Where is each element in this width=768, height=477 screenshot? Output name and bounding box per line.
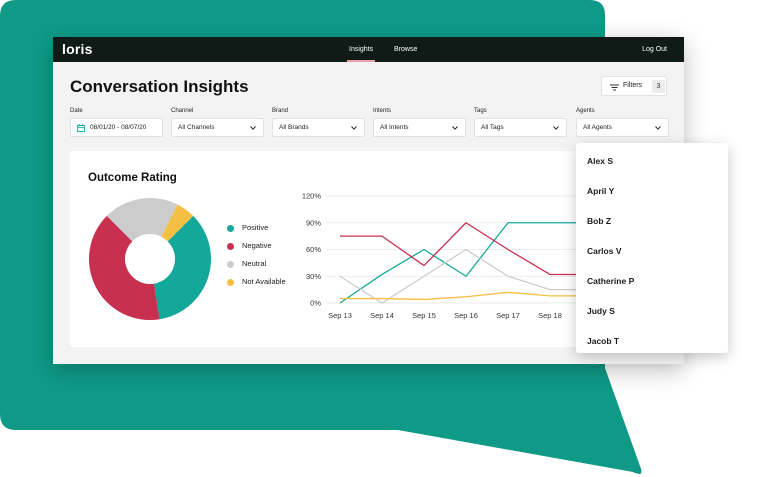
intents-select[interactable]: All Intents [373, 118, 466, 137]
page-title: Conversation Insights [70, 77, 249, 96]
intents-filter-label: Intents [373, 108, 392, 114]
channel-filter-label: Channel [171, 108, 194, 114]
chevron-down-icon [452, 126, 458, 130]
brand-filter-label: Brand [272, 108, 289, 114]
donut-slice-not-available [161, 204, 194, 242]
donut-slice-neutral [106, 198, 178, 242]
chevron-down-icon [351, 126, 357, 130]
y-tick-label: 60% [306, 245, 321, 254]
chevron-down-icon [655, 126, 661, 130]
card-title: Outcome Rating [88, 172, 177, 184]
agents-dropdown-menu: Alex S April Y Bob Z Carlos V Catherine … [576, 143, 728, 353]
tags-select[interactable]: All Tags [474, 118, 567, 137]
x-tick-label: Sep 17 [496, 311, 520, 320]
series-line-negative [340, 222, 586, 276]
y-tick-label: 120% [302, 192, 322, 201]
intents-select-value: All Intents [380, 124, 409, 131]
agent-option-catherine-p[interactable]: Catherine P [587, 276, 635, 286]
legend-dot-neutral [227, 261, 234, 268]
agent-option-bob-z[interactable]: Bob Z [587, 216, 612, 226]
legend-label-neutral: Neutral [242, 259, 267, 268]
donut-slice-positive [153, 215, 211, 320]
date-range-value: 08/01/20 - 08/07/20 [90, 124, 147, 131]
x-tick-label: Sep 13 [328, 311, 352, 320]
legend-dot-negative [227, 243, 234, 250]
legend-dot-not-available [227, 279, 234, 286]
top-nav-bar: loris Insights Browse Log Out [53, 37, 684, 62]
y-tick-label: 30% [306, 272, 321, 281]
tags-filter-label: Tags [474, 108, 487, 114]
tab-insights[interactable]: Insights [346, 37, 376, 62]
agent-option-jacob-t[interactable]: Jacob T [587, 336, 620, 346]
channel-select[interactable]: All Channels [171, 118, 264, 137]
x-tick-label: Sep 15 [412, 311, 436, 320]
brand-select-value: All Brands [279, 124, 309, 131]
legend-label-positive: Positive [242, 223, 269, 232]
outcome-trend-line-chart: 0% 30% 60% 90% 120% Sep 13 Sep 14 Sep 15 Sep 16 S… [302, 192, 586, 320]
donut-slice-negative [88, 215, 160, 320]
channel-select-value: All Channels [178, 124, 215, 131]
agents-select[interactable]: All Agents [576, 118, 669, 137]
legend-label-not-available: Not Available [242, 277, 286, 286]
tags-select-value: All Tags [481, 124, 504, 131]
logout-link[interactable]: Log Out [642, 46, 667, 53]
series-line-not-available [340, 291, 586, 301]
filters-label: Filters [623, 82, 643, 89]
series-line-neutral [339, 248, 586, 304]
date-range-field[interactable]: 08/01/20 - 08/07/20 [70, 118, 163, 137]
legend-dot-positive [227, 225, 234, 232]
chevron-down-icon [553, 126, 559, 130]
agent-option-carlos-v[interactable]: Carlos V [587, 246, 622, 256]
agent-option-april-y[interactable]: April Y [587, 186, 615, 196]
x-tick-label: Sep 14 [370, 311, 394, 320]
outcome-donut-chart [88, 198, 211, 320]
chevron-down-icon [250, 126, 256, 130]
brand-select[interactable]: All Brands [272, 118, 365, 137]
agent-option-judy-s[interactable]: Judy S [587, 306, 615, 316]
y-tick-label: 0% [310, 299, 321, 308]
x-tick-label: Sep 16 [454, 311, 478, 320]
logo: loris [62, 41, 93, 57]
date-filter-label: Date [70, 108, 83, 114]
filters-button[interactable]: Filters 3 [601, 76, 667, 96]
filter-icon [610, 84, 619, 91]
tab-browse[interactable]: Browse [394, 46, 418, 53]
calendar-icon [77, 124, 85, 132]
agents-filter-label: Agents [576, 108, 595, 114]
agents-select-value: All Agents [583, 124, 612, 131]
filters-count-badge: 3 [652, 80, 665, 93]
legend-label-negative: Negative [242, 241, 272, 250]
agent-option-alex-s[interactable]: Alex S [587, 156, 613, 166]
x-tick-label: Sep 18 [538, 311, 562, 320]
y-tick-label: 90% [306, 218, 321, 227]
series-line-positive [339, 222, 586, 304]
